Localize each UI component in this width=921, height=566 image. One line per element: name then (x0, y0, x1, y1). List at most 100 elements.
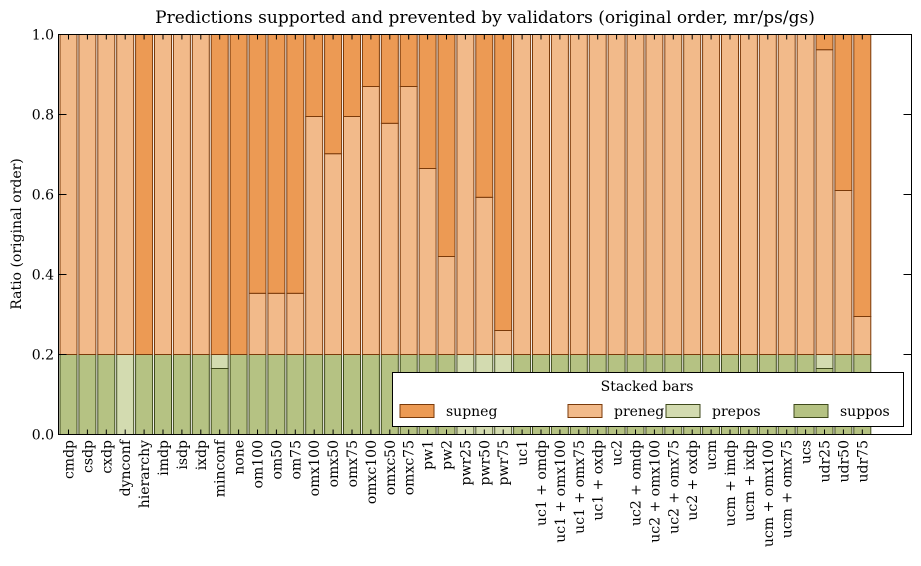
y-tick-label: 0.8 (32, 108, 54, 124)
x-tick-label: pw2 (440, 440, 456, 470)
bar-preneg (777, 34, 796, 355)
legend: Stacked bars supneg preneg prepos suppos (392, 372, 904, 427)
bar-preneg (437, 256, 456, 355)
x-tick-label: uc1 + omx100 (553, 440, 569, 543)
x-tick-label: cxdp (99, 440, 115, 474)
x-tick-label: omxc75 (402, 440, 418, 495)
x-tick-label: ucm + imdp (723, 440, 739, 526)
y-tick-labels: 0.0 0.2 0.4 0.6 0.8 1.0 (32, 28, 54, 444)
bar-preneg (324, 153, 343, 355)
bar-preneg (97, 34, 116, 355)
bar-preneg (721, 34, 739, 355)
bar-preneg (154, 34, 172, 355)
bar-preneg (267, 292, 286, 355)
x-tick-label: udr50 (836, 440, 852, 483)
x-tick-label: omx100 (307, 440, 323, 496)
bar-suppos (286, 354, 305, 435)
x-tick-label: ucs (799, 440, 815, 464)
bar-preneg (305, 116, 324, 355)
bar-supneg (210, 34, 229, 355)
legend-swatch-prepos (665, 404, 701, 418)
x-tick-label: ixdp (194, 440, 210, 470)
x-tick-label: pwr25 (458, 440, 474, 485)
bar-supneg (475, 34, 494, 198)
bar-preneg (475, 196, 494, 355)
bar-preneg (513, 34, 532, 355)
x-tick-label: om100 (251, 440, 267, 488)
ticks-group (58, 34, 912, 435)
bar-suppos (172, 354, 191, 435)
bar-preneg (172, 34, 191, 355)
bar-preneg (739, 34, 758, 355)
legend-label-prepos: prepos (712, 404, 761, 420)
bar-supneg (380, 34, 399, 124)
bar-suppos (135, 354, 154, 435)
bar-prepos (116, 354, 135, 435)
bar-supneg (437, 34, 456, 257)
legend-swatch-suppos (793, 404, 829, 418)
bar-suppos (343, 354, 361, 435)
bar-preneg (361, 86, 380, 355)
bar-preneg (607, 34, 626, 355)
plot-frame (58, 34, 912, 435)
x-tick-label: uc2 + oxdp (685, 440, 701, 521)
bar-supneg (853, 34, 872, 317)
bar-preneg (116, 34, 135, 355)
bar-preneg (494, 330, 513, 355)
x-tick-label: isdp (175, 440, 191, 470)
x-tick-label: ucm + ixdp (742, 440, 758, 521)
x-tick-label: minconf (213, 438, 229, 497)
bar-prepos (815, 354, 834, 369)
x-tick-label: ucm (704, 440, 720, 470)
x-tick-label: uc1 (515, 440, 531, 466)
x-tick-label: omx75 (345, 440, 361, 487)
x-tick-label: hierarchy (137, 440, 153, 508)
bar-prepos (210, 354, 229, 369)
y-tick-label: 0.0 (32, 428, 54, 444)
bar-suppos (59, 354, 78, 435)
bar-suppos (191, 354, 210, 435)
bar-preneg (834, 190, 853, 355)
x-tick-label: cmdp (62, 440, 78, 479)
x-tick-labels: cmdp csdp cxdp dynconf hierarchy imdp isdp ixdp… (62, 438, 872, 547)
x-tick-label: omx50 (326, 440, 342, 487)
bar-supneg (248, 34, 267, 294)
x-tick-label: none (232, 440, 248, 475)
bar-preneg (343, 116, 361, 355)
bar-preneg (532, 34, 550, 355)
bar-suppos (324, 354, 343, 435)
bar-preneg (569, 34, 588, 355)
bar-preneg (78, 34, 97, 355)
bar-suppos (248, 354, 267, 435)
x-tick-label: pw1 (421, 440, 437, 470)
bar-supneg (135, 34, 154, 355)
y-tick-label: 0.2 (32, 348, 54, 364)
bar-preneg (588, 34, 607, 355)
x-tick-label: ucm + omx100 (761, 440, 777, 547)
x-tick-label: uc1 + omx75 (572, 440, 588, 534)
bar-supneg (286, 34, 305, 294)
x-tick-label: om75 (288, 440, 304, 480)
bar-preneg (399, 86, 418, 355)
bar-suppos (229, 354, 248, 435)
bar-suppos (210, 368, 229, 435)
x-tick-label: omxc50 (383, 440, 399, 495)
legend-label-suppos: suppos (840, 404, 890, 420)
y-tick-label: 0.4 (32, 268, 54, 284)
bar-suppos (305, 354, 324, 435)
bar-preneg (550, 34, 569, 355)
y-tick-label: 1.0 (32, 28, 54, 44)
bar-suppos (97, 354, 116, 435)
bar-suppos (361, 354, 380, 435)
y-axis-label: Ratio (original order) (9, 158, 25, 310)
chart-title: Predictions supported and prevented by v… (155, 8, 815, 28)
legend-label-supneg: supneg (446, 404, 497, 420)
bar-preneg (702, 34, 721, 355)
x-tick-label: pwr75 (496, 440, 512, 485)
x-tick-label: uc1 + oxdp (591, 440, 607, 521)
legend-swatch-supneg (399, 404, 435, 418)
bar-preneg (853, 316, 872, 355)
bar-preneg (815, 49, 834, 355)
bar-preneg (248, 292, 267, 355)
